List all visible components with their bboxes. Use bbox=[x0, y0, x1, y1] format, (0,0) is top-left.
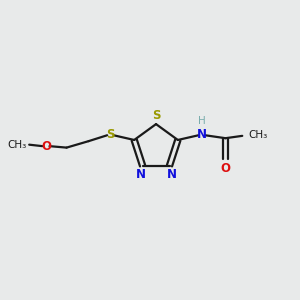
Text: N: N bbox=[167, 168, 177, 181]
Text: S: S bbox=[152, 109, 160, 122]
Text: N: N bbox=[136, 168, 146, 181]
Text: O: O bbox=[41, 140, 51, 153]
Text: N: N bbox=[196, 128, 206, 141]
Text: S: S bbox=[106, 128, 115, 141]
Text: CH₃: CH₃ bbox=[7, 140, 26, 150]
Text: H: H bbox=[198, 116, 206, 126]
Text: CH₃: CH₃ bbox=[248, 130, 267, 140]
Text: O: O bbox=[220, 162, 230, 175]
